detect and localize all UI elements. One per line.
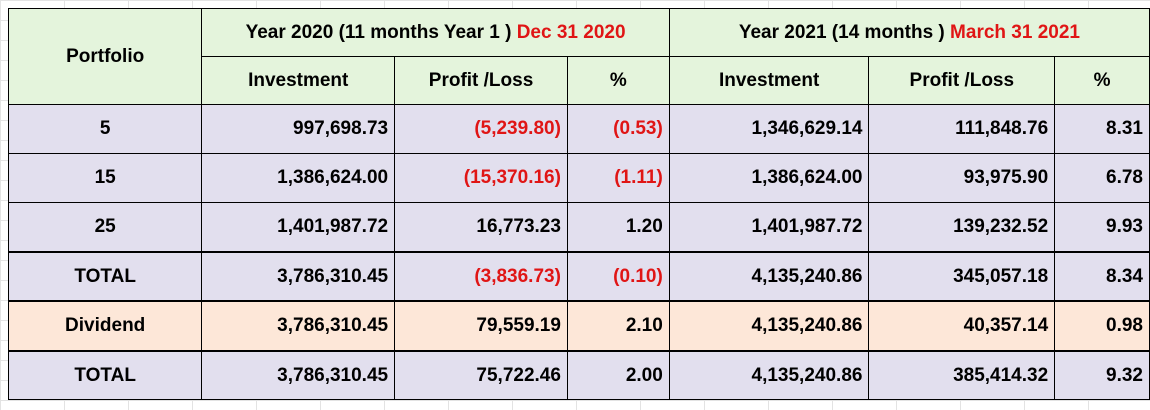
cell-profit-2020[interactable]: (3,836.73) bbox=[394, 251, 568, 302]
year-2021-label: Year 2021 (14 months ) bbox=[738, 21, 951, 43]
cell-profit-2020[interactable]: (5,239.80) bbox=[394, 104, 568, 154]
cell-profit-2021[interactable]: 139,232.52 bbox=[868, 202, 1056, 253]
header-pct-2021[interactable]: % bbox=[1054, 56, 1150, 105]
cell-portfolio[interactable]: Dividend bbox=[7, 300, 203, 352]
cell-pct-2021[interactable]: 0.98 bbox=[1054, 300, 1150, 352]
cell-profit-2021[interactable]: 93,975.90 bbox=[868, 153, 1056, 203]
cell-investment-2020[interactable]: 1,386,624.00 bbox=[201, 153, 396, 203]
year-2021-date: March 31 2021 bbox=[950, 21, 1080, 43]
cell-pct-2020[interactable]: 2.10 bbox=[566, 300, 670, 352]
cell-investment-2020[interactable]: 3,786,310.45 bbox=[201, 300, 396, 352]
header-portfolio[interactable]: Portfolio bbox=[7, 8, 203, 105]
header-year-2020[interactable]: Year 2020 (11 months Year 1 ) Dec 31 202… bbox=[201, 8, 670, 57]
cell-profit-2021[interactable]: 385,414.32 bbox=[868, 350, 1056, 400]
portfolio-returns-table: Portfolio Year 2020 (11 months Year 1 ) … bbox=[7, 8, 1150, 400]
cell-portfolio[interactable]: 25 bbox=[7, 202, 203, 253]
cell-investment-2021[interactable]: 1,386,624.00 bbox=[668, 153, 870, 203]
cell-pct-2021[interactable]: 9.32 bbox=[1054, 350, 1150, 400]
header-investment-2020[interactable]: Investment bbox=[201, 56, 396, 105]
cell-portfolio[interactable]: 15 bbox=[7, 153, 203, 203]
cell-investment-2020[interactable]: 997,698.73 bbox=[201, 104, 396, 154]
header-pct-2020[interactable]: % bbox=[566, 56, 670, 105]
cell-investment-2020[interactable]: 3,786,310.45 bbox=[201, 251, 396, 302]
total-row: TOTAL 3,786,310.45 (3,836.73) (0.10) 4,1… bbox=[7, 251, 1150, 302]
header-profit-2021[interactable]: Profit /Loss bbox=[868, 56, 1056, 105]
cell-pct-2020[interactable]: (1.11) bbox=[566, 153, 670, 203]
cell-investment-2020[interactable]: 3,786,310.45 bbox=[201, 350, 396, 400]
table-row: 15 1,386,624.00 (15,370.16) (1.11) 1,386… bbox=[7, 153, 1150, 203]
header-profit-2020[interactable]: Profit /Loss bbox=[394, 56, 568, 105]
cell-pct-2021[interactable]: 8.31 bbox=[1054, 104, 1150, 154]
header-investment-2021[interactable]: Investment bbox=[668, 56, 870, 105]
cell-profit-2021[interactable]: 111,848.76 bbox=[868, 104, 1056, 154]
cell-pct-2020[interactable]: 1.20 bbox=[566, 202, 670, 253]
grand-total-row: TOTAL 3,786,310.45 75,722.46 2.00 4,135,… bbox=[7, 350, 1150, 400]
table-row: 5 997,698.73 (5,239.80) (0.53) 1,346,629… bbox=[7, 104, 1150, 154]
cell-investment-2021[interactable]: 4,135,240.86 bbox=[668, 350, 870, 400]
cell-profit-2020[interactable]: 16,773.23 bbox=[394, 202, 568, 253]
cell-pct-2020[interactable]: (0.53) bbox=[566, 104, 670, 154]
cell-investment-2021[interactable]: 1,346,629.14 bbox=[668, 104, 870, 154]
year-2020-date: Dec 31 2020 bbox=[516, 21, 626, 43]
cell-pct-2020[interactable]: 2.00 bbox=[566, 350, 670, 400]
cell-pct-2020[interactable]: (0.10) bbox=[566, 251, 670, 302]
cell-profit-2021[interactable]: 40,357.14 bbox=[868, 300, 1056, 352]
cell-investment-2020[interactable]: 1,401,987.72 bbox=[201, 202, 396, 253]
table-row: 25 1,401,987.72 16,773.23 1.20 1,401,987… bbox=[7, 202, 1150, 253]
cell-pct-2021[interactable]: 9.93 bbox=[1054, 202, 1150, 253]
header-year-2021[interactable]: Year 2021 (14 months ) March 31 2021 bbox=[668, 8, 1150, 57]
cell-investment-2021[interactable]: 4,135,240.86 bbox=[668, 251, 870, 302]
cell-portfolio[interactable]: TOTAL bbox=[7, 350, 203, 400]
cell-pct-2021[interactable]: 8.34 bbox=[1054, 251, 1150, 302]
cell-portfolio[interactable]: 5 bbox=[7, 104, 203, 154]
cell-profit-2021[interactable]: 345,057.18 bbox=[868, 251, 1056, 302]
cell-pct-2021[interactable]: 6.78 bbox=[1054, 153, 1150, 203]
cell-profit-2020[interactable]: 79,559.19 bbox=[394, 300, 568, 352]
cell-investment-2021[interactable]: 1,401,987.72 bbox=[668, 202, 870, 253]
year-2020-label: Year 2020 (11 months Year 1 ) bbox=[245, 21, 517, 43]
cell-profit-2020[interactable]: (15,370.16) bbox=[394, 153, 568, 203]
cell-investment-2021[interactable]: 4,135,240.86 bbox=[668, 300, 870, 352]
cell-profit-2020[interactable]: 75,722.46 bbox=[394, 350, 568, 400]
cell-portfolio[interactable]: TOTAL bbox=[7, 251, 203, 302]
dividend-row: Dividend 3,786,310.45 79,559.19 2.10 4,1… bbox=[7, 300, 1150, 352]
